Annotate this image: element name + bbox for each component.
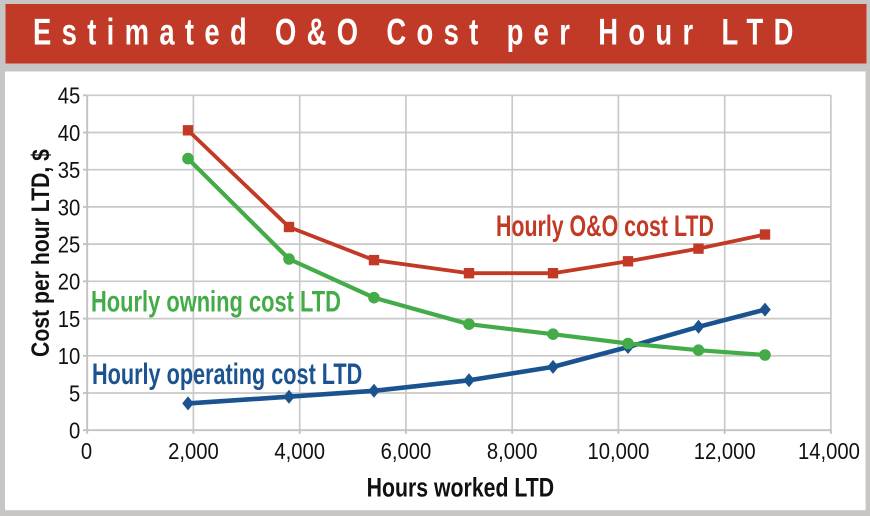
svg-text:Hourly O&O cost LTD: Hourly O&O cost LTD (496, 208, 714, 243)
svg-text:40: 40 (58, 120, 81, 147)
svg-text:12,000: 12,000 (694, 438, 756, 465)
svg-text:4,000: 4,000 (274, 438, 325, 465)
svg-text:8,000: 8,000 (487, 438, 538, 465)
svg-text:20: 20 (58, 268, 81, 295)
svg-text:0: 0 (69, 417, 80, 444)
svg-text:25: 25 (58, 231, 81, 258)
svg-text:6,000: 6,000 (381, 438, 432, 465)
svg-text:Cost per hour LTD, $: Cost per hour LTD, $ (26, 149, 54, 357)
svg-text:Hourly owning cost LTD: Hourly owning cost LTD (91, 284, 341, 318)
svg-text:45: 45 (58, 82, 81, 109)
svg-text:Estimated O&O Cost per Hour LT: Estimated O&O Cost per Hour LTD (33, 11, 804, 52)
svg-text:15: 15 (58, 306, 81, 333)
svg-text:Hours worked LTD: Hours worked LTD (367, 473, 554, 503)
svg-text:5: 5 (69, 380, 80, 407)
svg-text:10,000: 10,000 (587, 438, 649, 465)
svg-text:2,000: 2,000 (168, 438, 219, 465)
svg-text:0: 0 (81, 438, 92, 465)
svg-text:Hourly operating cost LTD: Hourly operating cost LTD (92, 356, 362, 390)
svg-text:35: 35 (58, 157, 81, 184)
svg-text:14,000: 14,000 (798, 438, 860, 465)
svg-text:30: 30 (58, 194, 81, 221)
svg-text:10: 10 (58, 343, 81, 370)
